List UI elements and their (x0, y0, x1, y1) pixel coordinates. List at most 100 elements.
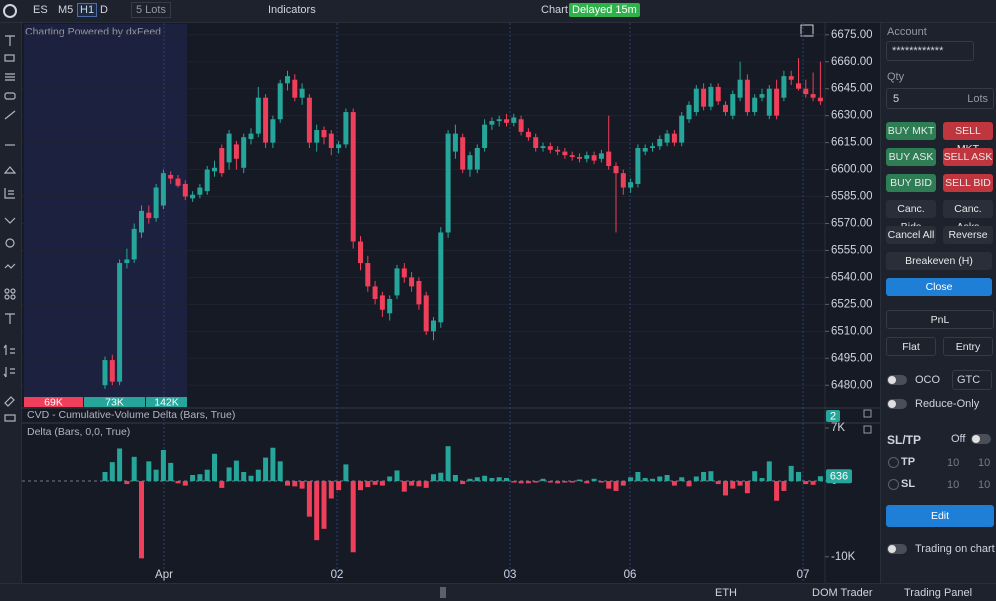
reduce-only-toggle[interactable] (887, 399, 907, 409)
tool[interactable] (5, 313, 15, 324)
candle-body (168, 174, 174, 179)
tool[interactable] (4, 414, 16, 422)
interval[interactable]: M5 (58, 4, 74, 16)
delta-bar (336, 481, 342, 491)
flat-button[interactable]: Flat (886, 337, 936, 356)
tool[interactable] (4, 92, 16, 100)
tool[interactable] (4, 188, 15, 199)
delta-bar (423, 481, 429, 488)
candle-body (664, 133, 670, 143)
y-tick-label: 6495.00 (831, 352, 873, 364)
order-button[interactable]: BUY ASK (886, 148, 936, 166)
order-button[interactable]: SELL BID (943, 174, 993, 192)
delta-bar (263, 457, 269, 482)
y-tick-label: 6675.00 (831, 29, 873, 41)
delta-bar (635, 471, 641, 482)
delta-bar (160, 450, 166, 482)
delta-bar (606, 481, 612, 489)
tp-check[interactable] (888, 457, 899, 468)
delta-bar (365, 481, 371, 488)
delta-bar (299, 481, 305, 489)
candle-body (504, 119, 509, 123)
entry-button[interactable]: Entry (943, 337, 993, 356)
trading-on-chart-toggle[interactable] (887, 544, 907, 554)
interval[interactable]: D (100, 4, 108, 16)
candle-body (744, 79, 750, 113)
delta-bar (233, 460, 239, 482)
order-button[interactable]: BUY MKT (886, 122, 936, 140)
delta-bar (241, 471, 247, 482)
tool[interactable] (5, 73, 15, 81)
breakeven-button[interactable]: Breakeven (H) (886, 252, 992, 270)
tool[interactable] (4, 110, 16, 120)
chart: Charting Powered by dxFeed CVD - Cumulat… (22, 23, 880, 583)
trading-panel: Account ************ Qty 5 Lots BUY MKT S… (880, 23, 996, 583)
candle-body (233, 144, 239, 159)
order-button[interactable]: Cancel All (886, 226, 936, 244)
order-button[interactable]: Reverse (943, 226, 993, 244)
sltp-toggle[interactable] (971, 434, 991, 444)
tif-select[interactable]: GTC (952, 370, 992, 390)
tool[interactable] (4, 217, 16, 224)
interval[interactable]: H1 (77, 3, 98, 17)
icon[interactable] (863, 409, 872, 418)
reduce-only-label: Reduce-Only (915, 398, 980, 410)
tp-value[interactable]: 10 (947, 457, 960, 469)
tool[interactable] (5, 35, 15, 46)
sl-check[interactable] (888, 479, 899, 490)
candle-body (175, 178, 181, 186)
delta-bar (664, 475, 670, 482)
oco-toggle[interactable] (887, 375, 907, 385)
x-tick-label: 07 (797, 569, 810, 581)
trading-panel-tab[interactable]: Trading Panel (904, 587, 973, 599)
scrollbar-thumb[interactable] (440, 587, 446, 598)
logo (3, 4, 17, 18)
order-button[interactable]: Canc. Bids (886, 200, 936, 233)
delta-bar (153, 469, 159, 482)
tool[interactable] (3, 367, 15, 378)
delta-bar (175, 481, 181, 484)
sl-value[interactable]: 10 (947, 479, 960, 491)
y-tick-label: 6615.00 (831, 137, 873, 149)
indicators[interactable]: Indicators (268, 4, 316, 16)
icon[interactable] (863, 425, 872, 434)
tool[interactable] (5, 238, 15, 248)
candle-body (686, 104, 692, 120)
delta-bar (817, 476, 823, 482)
pnl-button[interactable]: PnL (886, 310, 994, 329)
candle-body (182, 183, 188, 197)
delta-bar (781, 481, 787, 491)
icon[interactable] (800, 24, 814, 37)
tp-value[interactable]: 10 (978, 457, 991, 469)
volume-box (84, 397, 145, 407)
order-button[interactable]: Canc. Asks (943, 200, 993, 233)
delta-bar (277, 461, 283, 482)
tool[interactable] (3, 166, 17, 174)
candle-body (620, 173, 626, 188)
order-button[interactable]: SELL ASK (943, 148, 993, 166)
order-button[interactable]: BUY BID (886, 174, 936, 192)
order-button[interactable]: SELL MKT (943, 122, 993, 155)
delta-bar (810, 481, 816, 485)
symbol[interactable]: ES (33, 4, 48, 16)
y-tick-label: 6540.00 (831, 271, 873, 283)
tool[interactable] (4, 396, 15, 407)
delta-bar (117, 448, 123, 482)
session-shade (24, 24, 187, 408)
session[interactable]: ETH (715, 587, 737, 599)
tool[interactable] (4, 263, 16, 269)
delta-bar (212, 453, 217, 482)
top-toolbar: ES M5 H1 D 5 Lots Indicators Chart Delay… (0, 0, 996, 23)
edit-button[interactable]: Edit (886, 505, 994, 527)
dom-tab[interactable]: DOM Trader (812, 587, 873, 599)
delta-bar (737, 481, 743, 486)
candle-body (598, 153, 604, 159)
qty-input[interactable]: 5 Lots (886, 88, 994, 109)
tool[interactable] (4, 54, 15, 62)
close-button[interactable]: Close (886, 278, 992, 296)
sl-value[interactable]: 10 (978, 479, 991, 491)
candle-body (555, 149, 561, 152)
account-select[interactable]: ************ (886, 41, 974, 61)
lots[interactable]: 5 Lots (131, 2, 171, 18)
tool[interactable] (3, 344, 15, 355)
